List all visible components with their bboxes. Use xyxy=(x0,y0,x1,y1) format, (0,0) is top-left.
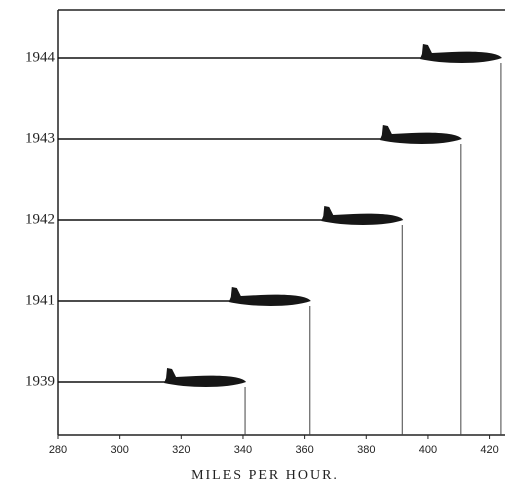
x-tick-label: 360 xyxy=(295,444,313,456)
x-tick-label: 280 xyxy=(49,444,67,456)
plane xyxy=(164,368,247,387)
x-tick-label: 400 xyxy=(419,444,437,456)
x-tick-label: 420 xyxy=(480,444,498,456)
plane xyxy=(379,125,462,144)
plane xyxy=(321,206,404,225)
x-tick-label: 380 xyxy=(357,444,375,456)
y-tick-label: 1944 xyxy=(25,49,56,65)
x-tick-label: 340 xyxy=(234,444,252,456)
plane xyxy=(228,287,311,306)
x-tick-label: 320 xyxy=(172,444,190,456)
y-tick-label: 1941 xyxy=(25,292,55,308)
y-tick-label: 1939 xyxy=(25,373,55,389)
y-tick-label: 1943 xyxy=(25,130,55,146)
plane xyxy=(419,44,502,63)
x-tick-label: 300 xyxy=(110,444,128,456)
x-axis-label: MILES PER HOUR. xyxy=(191,468,339,483)
y-tick-label: 1942 xyxy=(25,211,55,227)
